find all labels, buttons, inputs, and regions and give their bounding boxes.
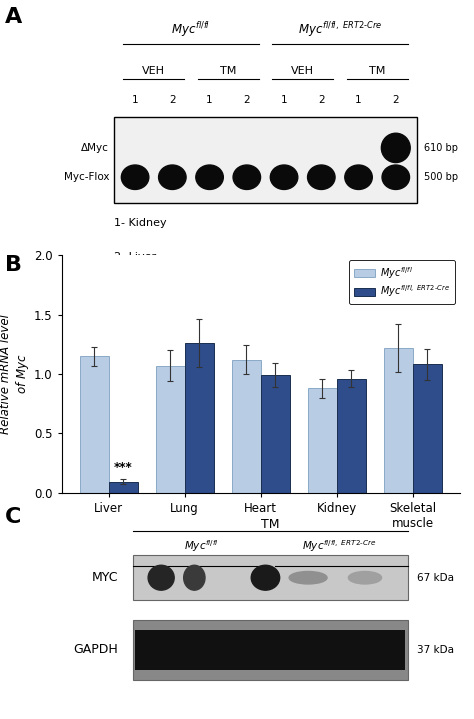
Text: VEH: VEH: [142, 65, 165, 75]
Bar: [337, 379, 365, 493]
Bar: [133, 555, 408, 600]
Ellipse shape: [345, 165, 372, 189]
Bar: [384, 348, 413, 493]
Text: 2: 2: [169, 95, 176, 105]
Text: TM: TM: [220, 65, 237, 75]
Y-axis label: Relative mRNA level
of $Myc$: Relative mRNA level of $Myc$: [0, 314, 31, 434]
Ellipse shape: [233, 165, 261, 189]
Text: 1: 1: [206, 95, 213, 105]
Bar: [185, 343, 214, 493]
Text: 610 bp: 610 bp: [424, 143, 458, 153]
Text: MYC: MYC: [92, 571, 118, 585]
Bar: [232, 360, 261, 493]
Bar: [133, 620, 408, 680]
Text: $Myc^{fl/fl,\ ERT2\text{-}Cre}$: $Myc^{fl/fl,\ ERT2\text{-}Cre}$: [301, 538, 376, 554]
Bar: [308, 388, 337, 493]
Text: 2: 2: [244, 95, 250, 105]
Ellipse shape: [148, 565, 174, 590]
Ellipse shape: [196, 165, 223, 189]
Text: 2: 2: [392, 95, 399, 105]
Text: VEH: VEH: [291, 65, 314, 75]
Text: 37 kDa: 37 kDa: [417, 645, 454, 655]
Ellipse shape: [348, 572, 382, 584]
Bar: [114, 117, 417, 203]
Bar: [261, 375, 290, 493]
Text: B: B: [5, 255, 22, 275]
Text: $Myc^{fl/fl}$: $Myc^{fl/fl}$: [171, 20, 210, 39]
Legend: $Myc^{fl/fl}$, $Myc^{fl/fl,\ ERT2\text{-}Cre}$: $Myc^{fl/fl}$, $Myc^{fl/fl,\ ERT2\text{-…: [349, 260, 455, 304]
Text: A: A: [5, 7, 22, 27]
Ellipse shape: [270, 165, 298, 189]
Ellipse shape: [308, 165, 335, 189]
Text: 2- Liver: 2- Liver: [114, 252, 156, 262]
Text: $Myc^{fl/fl}$: $Myc^{fl/fl}$: [184, 538, 219, 554]
Ellipse shape: [121, 165, 149, 189]
Ellipse shape: [289, 572, 327, 584]
Text: TM: TM: [261, 518, 280, 531]
Ellipse shape: [382, 165, 410, 189]
Text: ΔMyc: ΔMyc: [81, 143, 109, 153]
Bar: [156, 365, 185, 493]
Text: C: C: [5, 507, 21, 527]
Ellipse shape: [183, 565, 205, 590]
Text: GAPDH: GAPDH: [74, 644, 118, 656]
Ellipse shape: [251, 565, 280, 590]
Bar: [80, 356, 109, 493]
Text: 2: 2: [318, 95, 325, 105]
Text: $Myc^{fl/fl,\ ERT2\text{-}Cre}$: $Myc^{fl/fl,\ ERT2\text{-}Cre}$: [298, 20, 382, 39]
Bar: [413, 365, 442, 493]
Ellipse shape: [159, 165, 186, 189]
Ellipse shape: [382, 133, 410, 162]
Text: 1: 1: [281, 95, 287, 105]
Text: Myc-Flox: Myc-Flox: [64, 173, 109, 182]
Text: TM: TM: [369, 65, 385, 75]
Text: ***: ***: [114, 461, 132, 474]
Text: 1- Kidney: 1- Kidney: [114, 218, 166, 228]
Text: 500 bp: 500 bp: [424, 173, 458, 182]
Bar: [109, 482, 137, 493]
Bar: [135, 631, 405, 669]
Text: 67 kDa: 67 kDa: [417, 573, 454, 582]
Text: 1: 1: [132, 95, 138, 105]
Text: 1: 1: [355, 95, 362, 105]
